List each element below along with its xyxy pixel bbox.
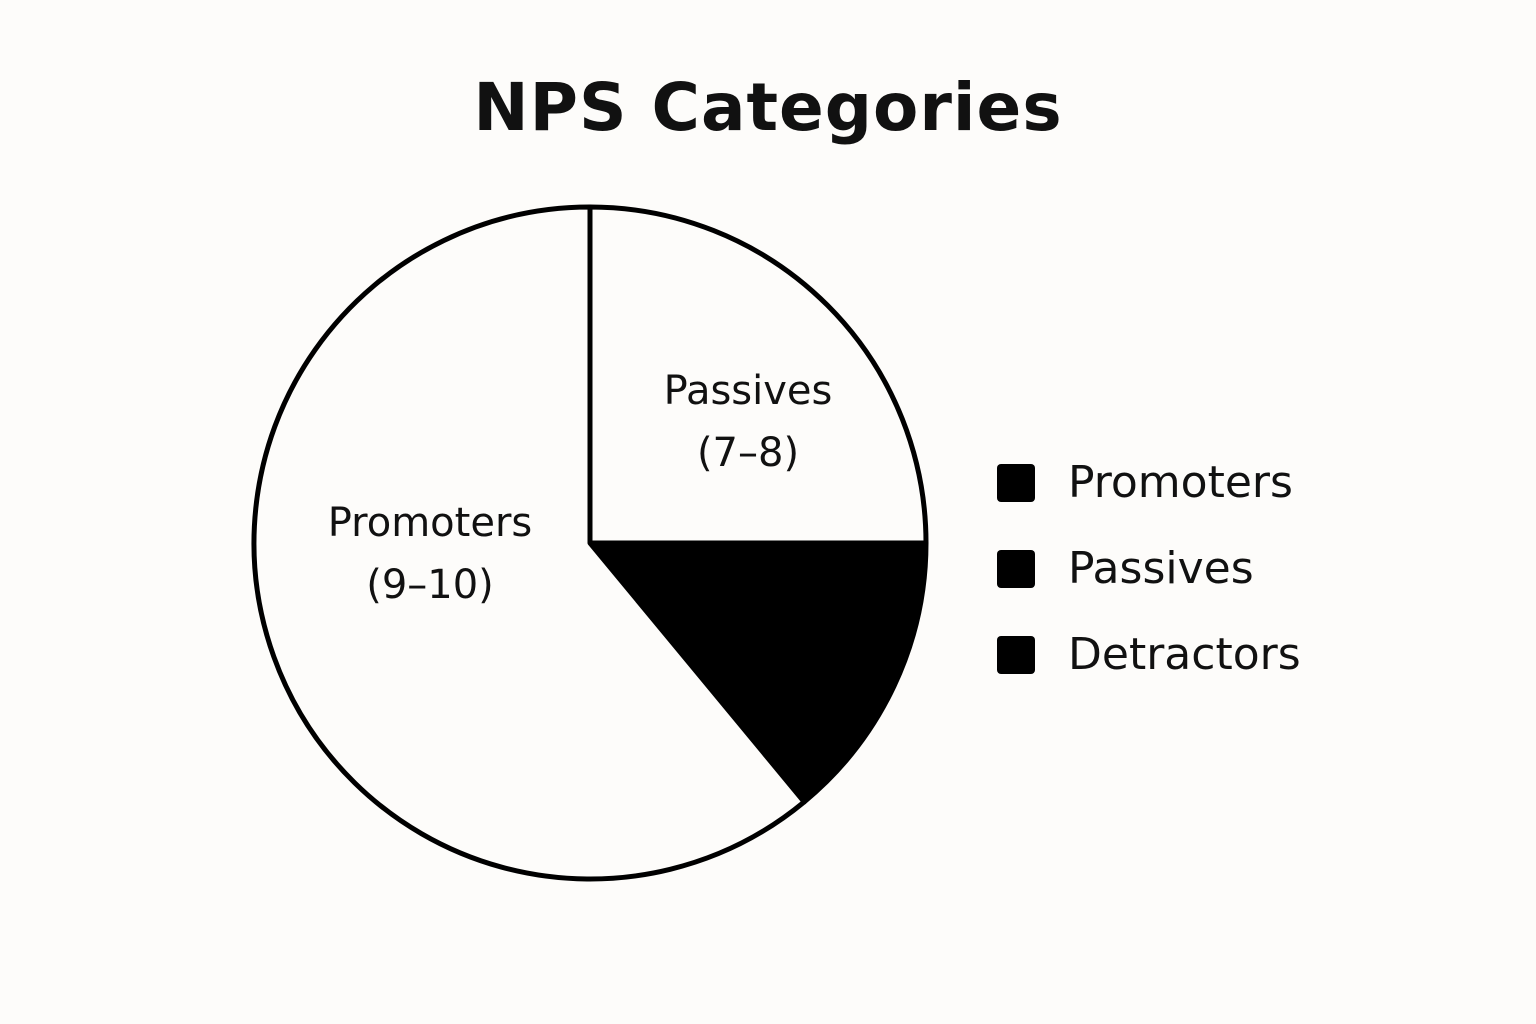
pie-label-promoters-range: (9–10): [366, 562, 494, 608]
legend-label: Passives: [1068, 543, 1254, 594]
pie-slice-passives: [587, 204, 929, 546]
pie-slice-detractors: [587, 540, 929, 805]
pie-slices: [251, 204, 929, 882]
legend-item-promoters: Promoters: [997, 440, 1301, 526]
legend: Promoters Passives Detractors: [997, 440, 1301, 698]
pie-label-passives-name: Passives: [664, 368, 833, 414]
chart-title: NPS Categories: [473, 69, 1063, 146]
legend-item-passives: Passives: [997, 526, 1301, 612]
legend-swatch: [997, 636, 1035, 674]
pie-slice-labels: Passives (7–8) Promoters (9–10): [328, 368, 833, 608]
pie-label-passives-range: (7–8): [697, 430, 799, 476]
legend-swatch: [997, 550, 1035, 588]
pie-slice-promoters: [251, 204, 807, 882]
legend-label: Promoters: [1068, 457, 1293, 508]
legend-swatch: [997, 464, 1035, 502]
legend-label: Detractors: [1068, 629, 1301, 680]
legend-item-detractors: Detractors: [997, 612, 1301, 698]
pie-label-promoters-name: Promoters: [328, 500, 532, 546]
